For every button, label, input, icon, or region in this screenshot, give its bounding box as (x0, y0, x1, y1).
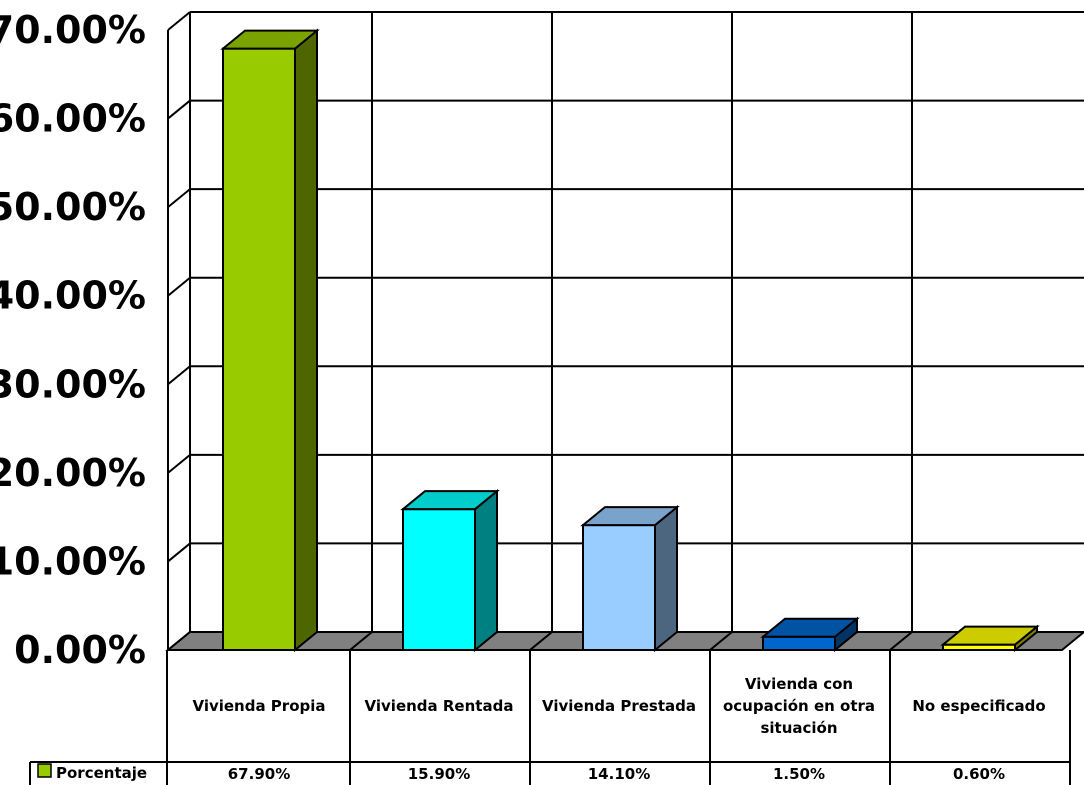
bar-3 (580, 505, 680, 653)
bar-side (474, 489, 498, 653)
floor-divider (889, 631, 913, 651)
gridline-side (167, 365, 191, 386)
bar-front (582, 524, 656, 651)
category-label: No especificado (912, 697, 1045, 715)
gridline-side (167, 542, 191, 563)
y-tick-label: 10.00% (0, 539, 146, 583)
gridline-side (167, 276, 191, 297)
floor-divider (349, 631, 373, 651)
bar-side (654, 505, 678, 653)
bar-front (402, 508, 476, 651)
data-value-label: 67.90% (228, 765, 290, 783)
gridline-side (167, 188, 191, 208)
category-label: Vivienda Propia (192, 697, 325, 715)
y-tick-label: 0.00% (14, 628, 146, 672)
category-label: Vivienda Prestada (542, 697, 696, 715)
bar-2 (400, 489, 500, 653)
bar-top (400, 490, 500, 511)
bar-top (940, 625, 1040, 646)
floor-divider (529, 631, 553, 651)
y-tick-label: 70.00% (0, 8, 146, 52)
data-value-label: 1.50% (773, 765, 825, 783)
bar-top (220, 29, 320, 50)
y-tick-label: 60.00% (0, 97, 146, 141)
gridline-side (167, 99, 191, 120)
y-tick-label: 30.00% (0, 362, 146, 406)
bar-side (294, 28, 318, 653)
data-value-label: 0.60% (953, 765, 1005, 783)
legend-swatch (37, 763, 52, 778)
bar-front (762, 635, 836, 652)
data-value-label: 14.10% (588, 765, 650, 783)
gridlines (167, 11, 1084, 651)
data-value-label: 15.90% (408, 765, 470, 783)
bars (220, 28, 1040, 653)
y-tick-label: 40.00% (0, 274, 146, 318)
bar-front (222, 47, 296, 652)
data-table: Vivienda Propia Vivienda Rentada Vivienda … (29, 650, 1071, 785)
y-axis-ticks: 0.00% 10.00% 20.00% 30.00% 40.00% 50.00% 60.00… (0, 8, 146, 672)
gridline-side (167, 11, 191, 31)
floor-divider (709, 631, 733, 651)
y-tick-label: 20.00% (0, 451, 146, 495)
category-label: Vivienda con ocupación en otra situación (723, 675, 875, 737)
legend-label: Porcentaje (56, 764, 147, 782)
bar-top (760, 617, 860, 638)
category-label: Vivienda Rentada (365, 697, 514, 715)
bar-4 (760, 616, 860, 653)
y-tick-label: 50.00% (0, 185, 146, 229)
bar-5 (940, 624, 1040, 653)
gridline-side (167, 454, 191, 474)
bar-top (580, 506, 680, 527)
bar-1 (220, 28, 320, 653)
